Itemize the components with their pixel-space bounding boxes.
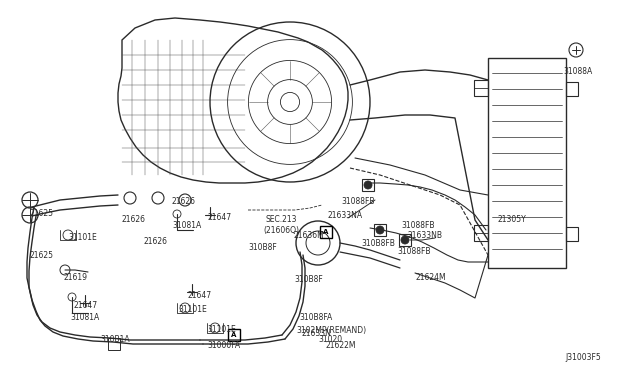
Text: 3102MP(REMAND): 3102MP(REMAND): [296, 326, 366, 334]
Text: J31003F5: J31003F5: [565, 353, 601, 362]
Text: 31088FB: 31088FB: [401, 221, 435, 230]
Circle shape: [376, 226, 384, 234]
Text: 21647: 21647: [188, 291, 212, 299]
Text: 31000FA: 31000FA: [207, 340, 240, 350]
Bar: [374, 224, 386, 236]
Bar: [362, 179, 374, 191]
Text: 310B1A: 310B1A: [100, 336, 130, 344]
Text: 31081A: 31081A: [172, 221, 201, 230]
Text: 31088A: 31088A: [563, 67, 592, 77]
Text: 31101E: 31101E: [68, 234, 97, 243]
Text: SEC.213: SEC.213: [265, 215, 296, 224]
Text: 310B8FA: 310B8FA: [299, 314, 332, 323]
Text: 31101E: 31101E: [178, 305, 207, 314]
Text: 310B8F: 310B8F: [248, 244, 276, 253]
Text: 21633NB: 21633NB: [407, 231, 442, 240]
Bar: [108, 338, 120, 350]
Text: 21625: 21625: [30, 209, 54, 218]
Text: (21606Q): (21606Q): [263, 225, 299, 234]
Circle shape: [401, 236, 409, 244]
Text: 31101E: 31101E: [207, 326, 236, 334]
Text: A: A: [231, 332, 237, 338]
Text: 21624M: 21624M: [415, 273, 445, 282]
Text: 310B8FB: 310B8FB: [361, 238, 395, 247]
Text: 21622M: 21622M: [326, 340, 356, 350]
Bar: [474, 225, 488, 241]
Text: 31081A: 31081A: [70, 314, 99, 323]
Text: 21633N: 21633N: [302, 328, 332, 337]
Text: 21619: 21619: [63, 273, 87, 282]
Bar: [488, 58, 566, 268]
Text: 21626: 21626: [121, 215, 145, 224]
Text: 31088FB: 31088FB: [397, 247, 431, 257]
Text: 21305Y: 21305Y: [497, 215, 525, 224]
Circle shape: [364, 181, 372, 189]
Text: 310B8F: 310B8F: [294, 276, 323, 285]
Bar: [399, 234, 411, 246]
Text: 21633NA: 21633NA: [327, 212, 362, 221]
Text: 21647: 21647: [208, 214, 232, 222]
Bar: [474, 80, 488, 96]
Text: 21626: 21626: [143, 237, 167, 246]
Text: 31088FB: 31088FB: [341, 198, 374, 206]
Bar: [566, 227, 578, 241]
Text: 21636M: 21636M: [294, 231, 324, 240]
Text: 31020: 31020: [318, 336, 342, 344]
Bar: [228, 329, 240, 341]
Bar: [320, 226, 332, 238]
Text: A: A: [323, 229, 329, 235]
Text: 21647: 21647: [73, 301, 97, 310]
Bar: [566, 82, 578, 96]
Text: 21626: 21626: [172, 198, 196, 206]
Text: 21625: 21625: [30, 250, 54, 260]
